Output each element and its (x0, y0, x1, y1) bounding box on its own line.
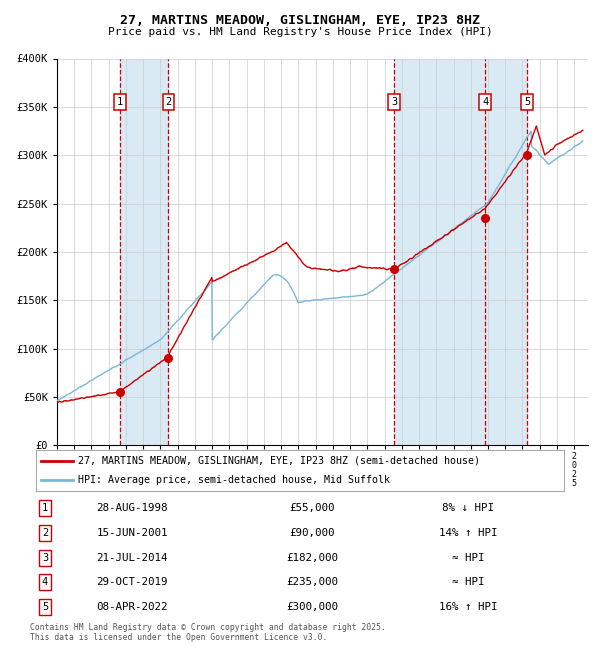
Text: 27, MARTINS MEADOW, GISLINGHAM, EYE, IP23 8HZ (semi-detached house): 27, MARTINS MEADOW, GISLINGHAM, EYE, IP2… (78, 456, 480, 465)
Text: £300,000: £300,000 (286, 602, 338, 612)
Text: 27, MARTINS MEADOW, GISLINGHAM, EYE, IP23 8HZ: 27, MARTINS MEADOW, GISLINGHAM, EYE, IP2… (120, 14, 480, 27)
Text: 2: 2 (165, 97, 172, 107)
Bar (485, 58, 527, 445)
Text: Contains HM Land Registry data © Crown copyright and database right 2025.
This d: Contains HM Land Registry data © Crown c… (30, 623, 386, 642)
Text: HPI: Average price, semi-detached house, Mid Suffolk: HPI: Average price, semi-detached house,… (78, 475, 390, 485)
Text: 14% ↑ HPI: 14% ↑ HPI (439, 528, 497, 538)
Text: 1: 1 (117, 97, 123, 107)
Text: 21-JUL-2014: 21-JUL-2014 (96, 552, 168, 563)
Text: 16% ↑ HPI: 16% ↑ HPI (439, 602, 497, 612)
Text: 3: 3 (391, 97, 397, 107)
Text: £235,000: £235,000 (286, 577, 338, 588)
Text: 8% ↓ HPI: 8% ↓ HPI (442, 503, 494, 514)
Text: Price paid vs. HM Land Registry's House Price Index (HPI): Price paid vs. HM Land Registry's House … (107, 27, 493, 37)
Text: 2: 2 (42, 528, 48, 538)
Text: 5: 5 (42, 602, 48, 612)
Bar (394, 58, 485, 445)
Text: 4: 4 (42, 577, 48, 588)
Text: £55,000: £55,000 (289, 503, 335, 514)
Bar (120, 58, 169, 445)
Text: 29-OCT-2019: 29-OCT-2019 (96, 577, 168, 588)
Text: £182,000: £182,000 (286, 552, 338, 563)
Text: ≈ HPI: ≈ HPI (452, 577, 484, 588)
Text: £90,000: £90,000 (289, 528, 335, 538)
Text: 1: 1 (42, 503, 48, 514)
Text: 5: 5 (524, 97, 530, 107)
Text: 08-APR-2022: 08-APR-2022 (96, 602, 168, 612)
Text: 4: 4 (482, 97, 488, 107)
Text: 15-JUN-2001: 15-JUN-2001 (96, 528, 168, 538)
Text: ≈ HPI: ≈ HPI (452, 552, 484, 563)
Text: 3: 3 (42, 552, 48, 563)
Text: 28-AUG-1998: 28-AUG-1998 (96, 503, 168, 514)
